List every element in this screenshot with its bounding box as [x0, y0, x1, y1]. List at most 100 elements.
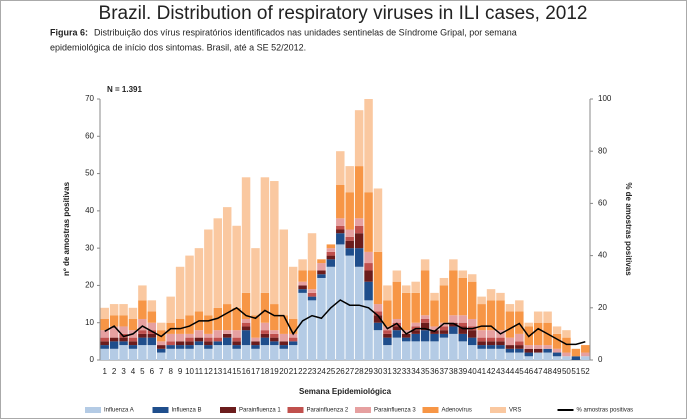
bar-segment: [279, 229, 288, 316]
bar-segment: [241, 330, 251, 346]
bar-segment: [288, 333, 298, 338]
x-tick-label: 45: [515, 367, 524, 376]
x-tick-label: 36: [430, 367, 439, 376]
bar-segment: [345, 240, 354, 249]
bar-segment: [439, 326, 449, 331]
bar-segment: [222, 333, 232, 338]
bar-segment: [307, 292, 317, 297]
bar-segment: [392, 330, 402, 338]
bar-segment: [260, 345, 270, 360]
y2-tick-label: 0: [598, 355, 603, 364]
bar-segment: [571, 348, 581, 357]
bar-segment: [175, 345, 185, 349]
bar-segment: [213, 345, 223, 360]
x-tick-label: 32: [392, 367, 401, 376]
bar-segment: [326, 266, 336, 360]
bar-segment: [194, 330, 204, 338]
y-tick-label: 70: [85, 94, 94, 103]
bar-segment: [336, 184, 345, 219]
legend-label: VRS: [509, 408, 521, 414]
bar-segment: [373, 304, 383, 312]
bar-segment: [505, 311, 515, 338]
x-tick-label: 28: [355, 367, 364, 376]
bar-segment: [533, 348, 543, 353]
bar-segment: [288, 318, 298, 334]
x-tick-label: 31: [383, 367, 392, 376]
bar-segment: [411, 333, 420, 342]
bar-segment: [383, 330, 392, 334]
bar-segment: [185, 345, 194, 349]
legend-label: Influenza B: [172, 408, 202, 414]
bar-segment: [270, 330, 279, 334]
bar-segment: [496, 341, 505, 346]
legend-label: Parainfluenza 1: [239, 408, 281, 414]
bar-segment: [364, 263, 373, 271]
bar-segment: [138, 330, 147, 334]
bar-segment: [392, 337, 402, 360]
legend-swatch: [85, 407, 101, 413]
x-tick-label: 43: [496, 367, 505, 376]
bar-segment: [411, 292, 420, 323]
y-tick-label: 0: [90, 355, 95, 364]
bar-segment: [430, 292, 439, 301]
bar-segment: [298, 289, 307, 293]
bar-segment: [336, 225, 345, 230]
bar-segment: [449, 315, 458, 323]
bar-segment: [571, 356, 581, 360]
bar-segment: [213, 337, 223, 342]
legend-swatch: [287, 407, 304, 413]
bar-segment: [524, 356, 533, 360]
bar-segment: [420, 318, 430, 323]
bar-segment: [270, 333, 279, 338]
x-tick-label: 46: [524, 367, 533, 376]
bar-segment: [430, 300, 439, 327]
x-tick-label: 25: [326, 367, 335, 376]
bar-segment: [458, 270, 468, 278]
bar-segment: [317, 270, 326, 275]
bar-segment: [157, 341, 166, 346]
bar-segment: [354, 166, 364, 219]
bar-segment: [128, 337, 138, 342]
bar-segment: [213, 330, 223, 338]
bar-segment: [430, 333, 439, 342]
bar-segment: [486, 300, 496, 331]
bar-segment: [373, 330, 383, 360]
bar-segment: [420, 315, 430, 319]
y-tick-label: 60: [85, 131, 94, 140]
bar-segment: [336, 229, 345, 234]
line: [104, 299, 586, 346]
legend-label: Influenza A: [104, 408, 134, 414]
bar-segment: [326, 255, 336, 260]
bar-segment: [326, 251, 336, 256]
bar-segment: [307, 233, 317, 271]
bar-segment: [449, 333, 458, 360]
bar-segment: [562, 356, 571, 360]
legend-label: Parainfluenza 3: [374, 408, 416, 414]
bar-segment: [175, 333, 185, 342]
bar-segment: [128, 341, 138, 346]
bar-segment: [128, 307, 138, 319]
bar-segment: [138, 333, 147, 338]
x-tick-label: 49: [553, 367, 562, 376]
bar-segment: [185, 333, 194, 338]
bar-segment: [402, 285, 411, 293]
y2-tick-label: 20: [598, 303, 607, 312]
x-tick-label: 40: [468, 367, 477, 376]
bar-segment: [467, 330, 477, 338]
bar-segment: [562, 330, 571, 338]
bar-segment: [336, 151, 345, 185]
x-tick-label: 15: [232, 367, 241, 376]
x-tick-label: 51: [571, 367, 580, 376]
bar-segment: [232, 225, 241, 308]
bar-segment: [477, 304, 486, 331]
bar-segment: [458, 277, 468, 316]
bar-segment: [260, 337, 270, 346]
bar-segment: [477, 348, 486, 360]
bar-segment: [373, 311, 383, 316]
bar-segment: [100, 307, 109, 319]
x-tick-label: 5: [140, 367, 145, 376]
bar-segment: [354, 218, 364, 226]
bar-segment: [477, 330, 486, 338]
bar-segment: [175, 318, 185, 334]
x-tick-label: 12: [204, 367, 213, 376]
